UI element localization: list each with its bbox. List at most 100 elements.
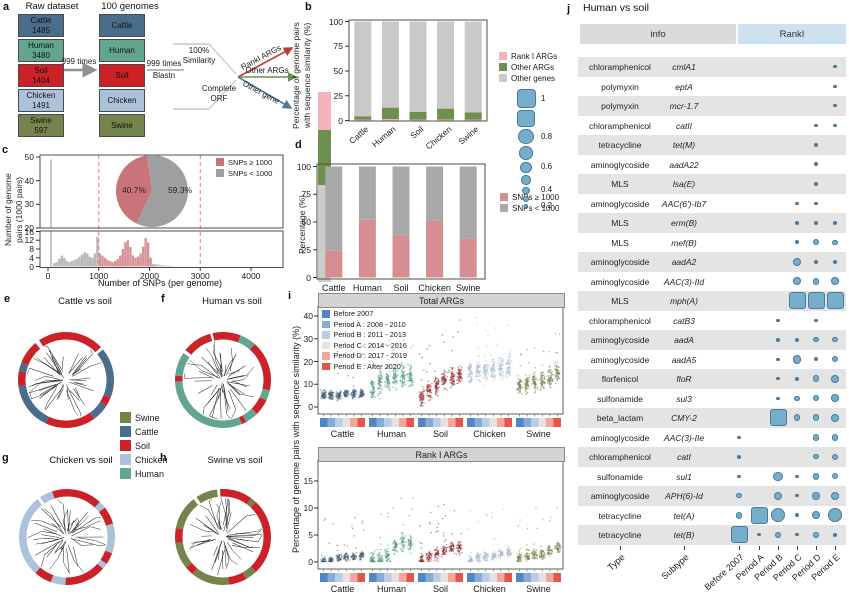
- i_top-dot: [441, 376, 443, 379]
- i_top-dot: [550, 375, 553, 377]
- i_rank-dot: [434, 554, 437, 557]
- i_top-dot: [437, 387, 439, 390]
- i_rank-dot: [436, 530, 439, 533]
- i_top-dot: [492, 358, 495, 361]
- tree-g-branch: [44, 539, 64, 555]
- j-dot-erm(B)-col4: [813, 220, 819, 225]
- c-hist-bar-seg0: [73, 259, 76, 267]
- i_top-strip-chicken: [467, 418, 475, 427]
- i_top-dot: [385, 343, 387, 346]
- i_top-dot: [427, 396, 430, 398]
- i_top-dot: [497, 357, 499, 360]
- tree-f-branch: [224, 364, 227, 376]
- i_rank-dot: [395, 550, 398, 552]
- c-pie-slice-1: [136, 155, 189, 227]
- i_top-dot: [508, 371, 510, 374]
- i_top-dot: [500, 373, 502, 376]
- i_top-dot: [553, 368, 556, 371]
- i_top-dot: [442, 376, 445, 378]
- i_rank-ytick-label: 0: [308, 557, 313, 567]
- i_top-dot: [380, 374, 383, 377]
- c-top-ytick-label: 30: [24, 199, 34, 210]
- i_rank-dot: [412, 497, 414, 499]
- i_top-dot: [525, 384, 527, 386]
- i_top-dot: [501, 359, 504, 362]
- i_top-dot: [556, 364, 558, 367]
- i_rank-dot: [533, 556, 536, 558]
- j-row-subtype: catB3: [673, 315, 695, 326]
- i_top-dot: [402, 366, 404, 369]
- dataset-box-count: 1404: [32, 75, 50, 85]
- i_rank-dot: [559, 545, 562, 548]
- i_rank-dot: [351, 525, 353, 528]
- tree-f-ring-human: [259, 388, 270, 401]
- j-dot-aadA5-col2: [776, 357, 780, 361]
- d-bar-cattle-1: [325, 166, 343, 251]
- i_top-dot: [410, 374, 413, 377]
- criteria-top-diag: [208, 43, 237, 75]
- dataset-box-name: Human: [28, 41, 54, 51]
- i_top-dot: [539, 378, 541, 381]
- c-pie-label-gray: 59.3%: [167, 185, 193, 195]
- i_top-dot: [392, 363, 395, 366]
- i_top-dot: [377, 394, 379, 397]
- i_top-dot: [347, 374, 349, 377]
- i_top-dot: [386, 366, 389, 369]
- i_rank-dot: [428, 555, 430, 558]
- c-hist-bar-seg0: [63, 257, 66, 267]
- species-legend-item-4: Human: [120, 468, 164, 479]
- i_top-dot: [474, 369, 477, 371]
- i_rank-dot: [329, 559, 331, 561]
- i_top-dot: [412, 384, 414, 386]
- i_top-dot: [410, 384, 413, 387]
- i_top-dot: [446, 375, 449, 378]
- i_rank-dot: [527, 557, 529, 560]
- i_rank-dot: [400, 531, 403, 534]
- tree-f-ring-soil: [185, 333, 213, 355]
- tree-e-ring-soil: [100, 394, 111, 406]
- i_top-dot: [380, 392, 382, 395]
- i_top-dot: [532, 380, 535, 383]
- i_top-dot: [524, 390, 527, 393]
- i_rank-dot: [535, 554, 538, 557]
- i_rank-dot: [418, 560, 421, 562]
- c-hist-bar-seg1: [119, 255, 122, 267]
- i_top-dot: [558, 373, 561, 376]
- i_rank-dot: [558, 545, 560, 548]
- i_top-dot: [550, 371, 552, 374]
- i_rank-dot: [519, 519, 521, 521]
- i_top-dot: [555, 378, 558, 380]
- i_rank-dot: [344, 555, 346, 558]
- d-ytick-label: 25: [301, 244, 311, 255]
- tree-h-twig: [230, 559, 238, 565]
- i_rank-dot: [526, 527, 529, 530]
- i_top-strip-swine: [538, 418, 546, 427]
- tree-g-twig: [33, 537, 44, 541]
- i_top-dot: [435, 391, 437, 394]
- i_rank-dot: [450, 532, 453, 535]
- i_top-dot: [371, 380, 373, 383]
- i_rank-dot: [401, 541, 404, 543]
- j-dot-sul1-col3: [795, 474, 799, 478]
- i_top-dot: [551, 379, 554, 382]
- tree-g-branch: [40, 508, 62, 528]
- tree-f-branch: [184, 377, 213, 379]
- i_rank-strip-human: [369, 573, 377, 582]
- i_rank-dot: [355, 551, 357, 554]
- i_top-strip-human: [384, 418, 392, 427]
- i_rank-dot: [347, 554, 349, 556]
- c-hist-bar-seg1: [113, 261, 117, 267]
- i_rank-dot: [442, 535, 445, 537]
- i_top-dot: [549, 383, 552, 385]
- i_top-dot: [520, 387, 523, 389]
- i_top-dot: [507, 363, 509, 366]
- tree-e-twig: [90, 349, 93, 355]
- b-legend-swatch: [499, 52, 507, 60]
- i_top-legend-item-5: Period E : After 2020: [322, 362, 401, 371]
- i_top-dot: [550, 368, 552, 371]
- b-bar-soil-2: [409, 21, 427, 112]
- i_rank-dot: [387, 547, 390, 549]
- i_top-dot: [456, 378, 459, 381]
- i_top-dot: [486, 366, 488, 368]
- i_rank-dot: [477, 556, 480, 558]
